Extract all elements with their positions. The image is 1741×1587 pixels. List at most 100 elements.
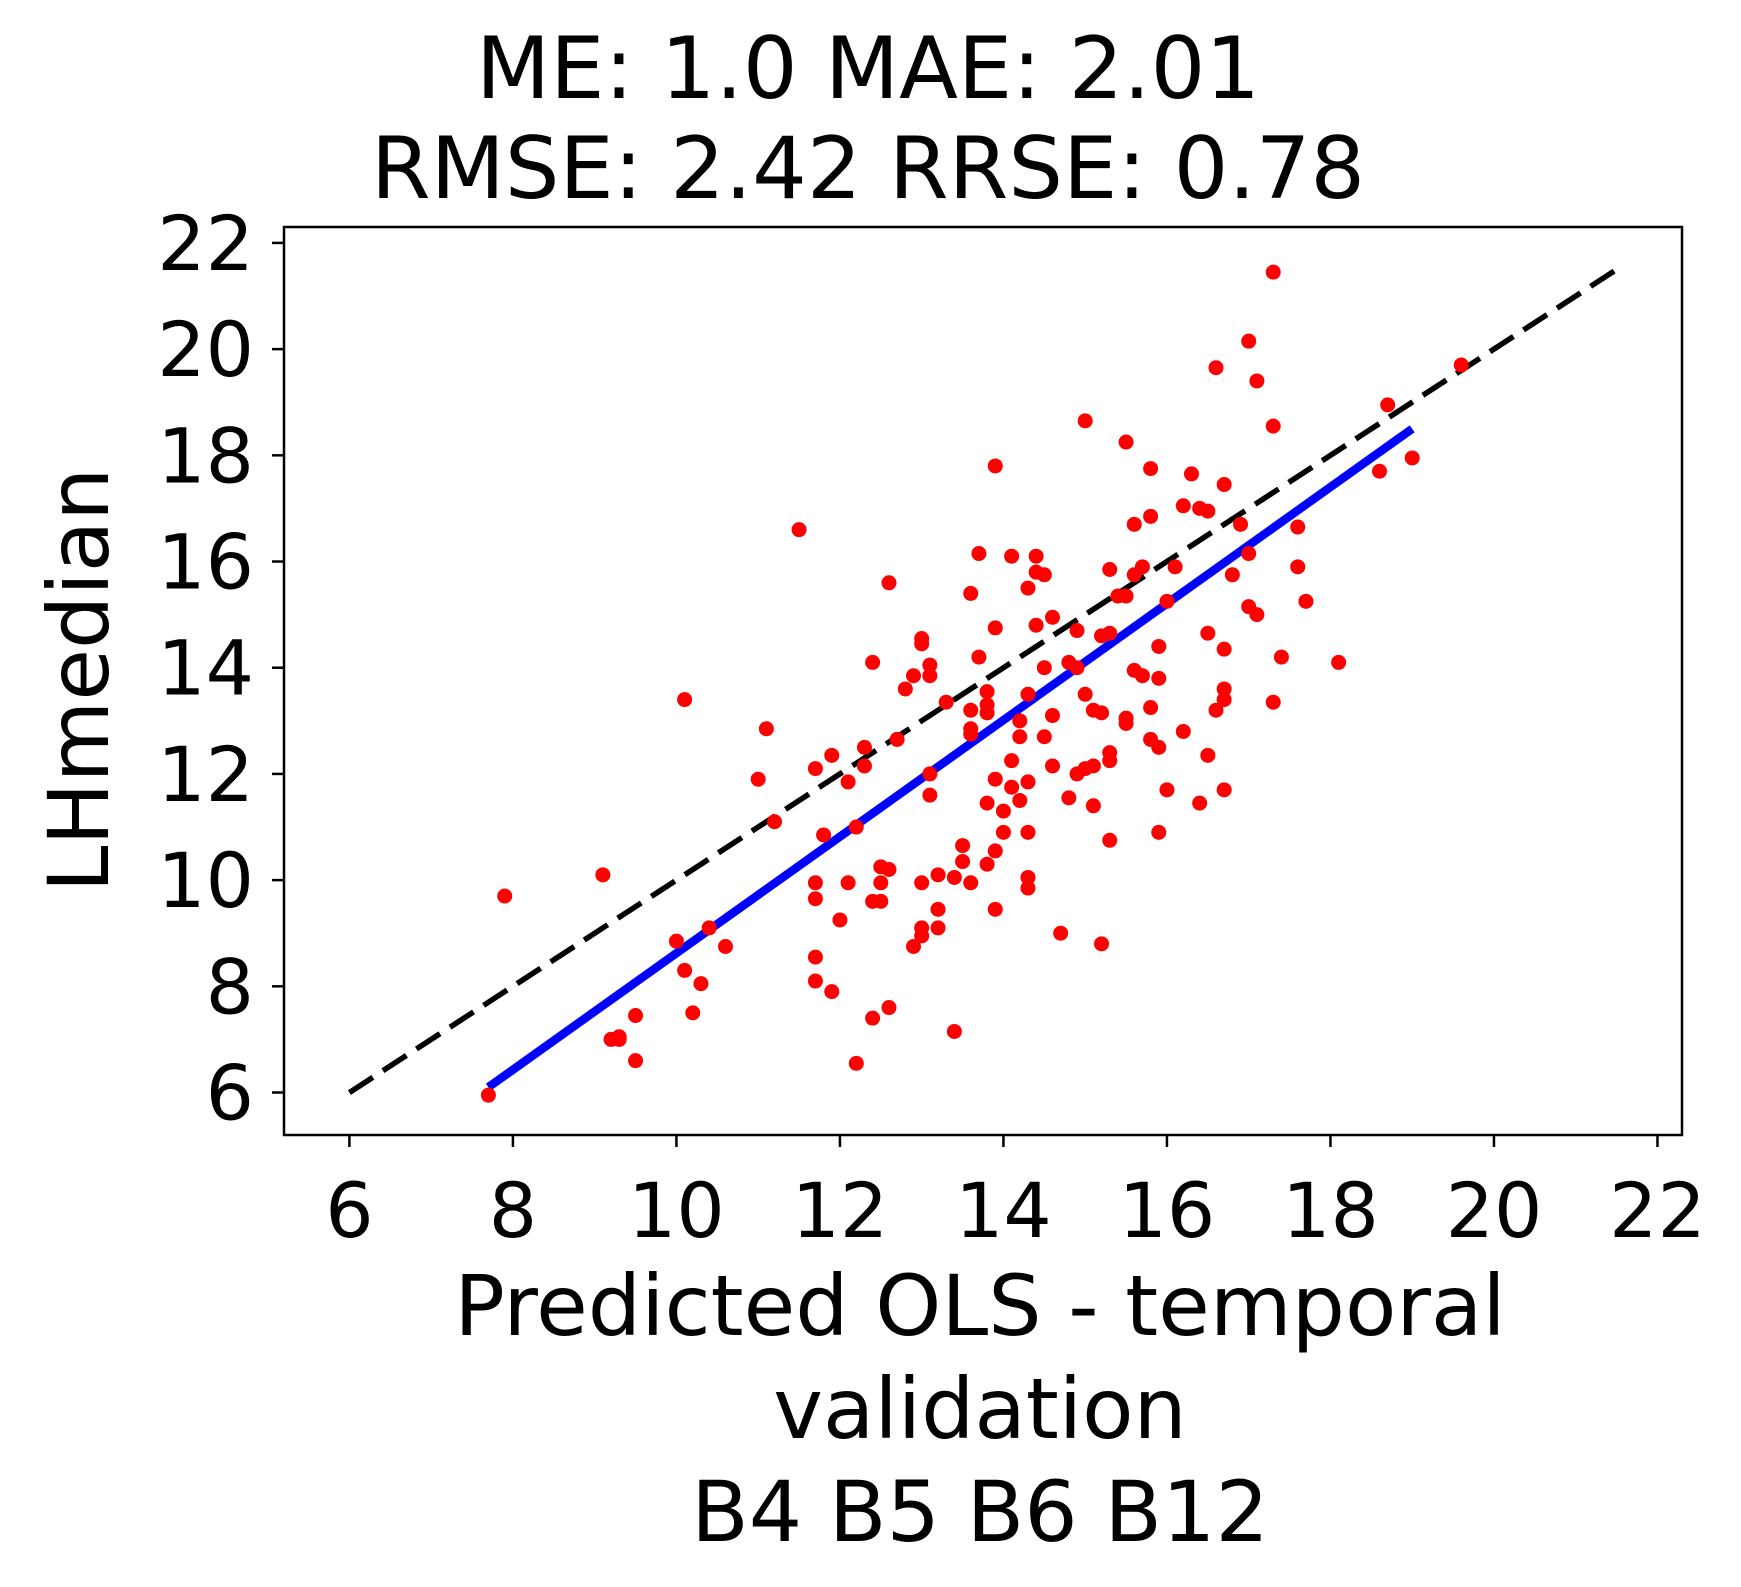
data-point — [906, 938, 922, 954]
data-point — [1118, 434, 1134, 450]
data-point — [865, 1010, 881, 1026]
data-point — [889, 731, 905, 747]
data-point — [840, 774, 856, 790]
data-point — [1053, 925, 1069, 941]
data-point — [1453, 357, 1469, 373]
data-point — [1020, 824, 1036, 840]
x-tick-label: 14 — [955, 1166, 1052, 1255]
data-point — [1020, 774, 1036, 790]
data-point — [856, 758, 872, 774]
plot-area-frame — [282, 225, 1684, 1137]
data-point — [807, 875, 823, 891]
data-point — [873, 875, 889, 891]
x-axis-label-line-3: B4 B5 B6 B12 — [691, 1463, 1269, 1561]
data-point — [791, 522, 807, 538]
x-tick-label: 16 — [1119, 1166, 1216, 1255]
y-tick-label: 20 — [157, 305, 254, 394]
data-point — [701, 920, 717, 936]
data-point — [668, 933, 684, 949]
data-point — [922, 787, 938, 803]
data-point — [1143, 700, 1159, 716]
data-point — [1044, 758, 1060, 774]
y-tick-label: 8 — [206, 942, 254, 1031]
fit-line — [485, 425, 1415, 1091]
data-point — [1036, 660, 1052, 676]
x-tick-label: 6 — [325, 1166, 373, 1255]
data-point — [930, 920, 946, 936]
data-point — [807, 761, 823, 777]
data-point — [824, 984, 840, 1000]
data-point — [1167, 559, 1183, 575]
data-point — [1151, 824, 1167, 840]
data-point — [677, 692, 693, 708]
data-point — [1020, 580, 1036, 596]
y-tick-label: 10 — [157, 836, 254, 925]
data-point — [971, 649, 987, 665]
data-point — [914, 636, 930, 652]
y-tick-label: 18 — [157, 411, 254, 500]
data-point — [1118, 588, 1134, 604]
data-point — [946, 869, 962, 885]
data-point — [881, 575, 897, 591]
y-axis-ticks: 6 8 10 12 14 16 18 20 22 — [157, 199, 284, 1138]
data-point — [1192, 795, 1208, 811]
data-point — [1233, 516, 1249, 532]
data-point — [595, 867, 611, 883]
data-point — [1216, 681, 1232, 697]
x-tick-label: 10 — [628, 1166, 725, 1255]
data-point — [1273, 649, 1289, 665]
data-point — [897, 681, 913, 697]
scatter-points — [480, 264, 1469, 1103]
data-point — [1290, 559, 1306, 575]
data-point — [1020, 880, 1036, 896]
data-point — [856, 739, 872, 755]
data-point — [938, 694, 954, 710]
data-point — [1200, 747, 1216, 763]
data-point — [1044, 609, 1060, 625]
data-point — [750, 771, 766, 787]
data-point — [995, 824, 1011, 840]
data-point — [807, 949, 823, 965]
data-point — [832, 912, 848, 928]
data-point — [1036, 729, 1052, 745]
data-point — [1085, 798, 1101, 814]
data-point — [1028, 548, 1044, 564]
data-point — [971, 546, 987, 562]
data-point — [758, 721, 774, 737]
data-point — [1012, 792, 1028, 808]
data-point — [816, 827, 832, 843]
data-point — [1094, 705, 1110, 721]
x-axis-label-line-2: validation — [773, 1360, 1187, 1458]
data-point — [963, 585, 979, 601]
data-point — [1265, 418, 1281, 434]
data-point — [628, 1053, 644, 1069]
chart-title-line-1: ME: 1.0 MAE: 2.01 — [476, 19, 1260, 119]
data-point — [955, 854, 971, 870]
data-point — [1020, 869, 1036, 885]
data-point — [1102, 625, 1118, 641]
data-point — [1175, 723, 1191, 739]
data-point — [611, 1029, 627, 1045]
y-axis-label: LHmedian — [30, 468, 128, 893]
data-point — [1159, 593, 1175, 609]
data-point — [955, 838, 971, 854]
data-point — [1012, 729, 1028, 745]
data-point — [865, 654, 881, 670]
data-point — [1216, 692, 1232, 708]
y-tick-label: 16 — [157, 518, 254, 607]
data-point — [1028, 617, 1044, 633]
data-point — [1094, 936, 1110, 952]
data-point — [848, 1055, 864, 1071]
data-point — [1200, 625, 1216, 641]
data-point — [1102, 832, 1118, 848]
data-point — [963, 726, 979, 742]
data-point — [881, 1000, 897, 1016]
data-point — [1241, 333, 1257, 349]
data-point — [848, 819, 864, 835]
data-point — [807, 891, 823, 907]
data-point — [1151, 670, 1167, 686]
data-point — [1044, 708, 1060, 724]
data-point — [1241, 546, 1257, 562]
data-point — [1175, 498, 1191, 514]
data-point — [1151, 739, 1167, 755]
